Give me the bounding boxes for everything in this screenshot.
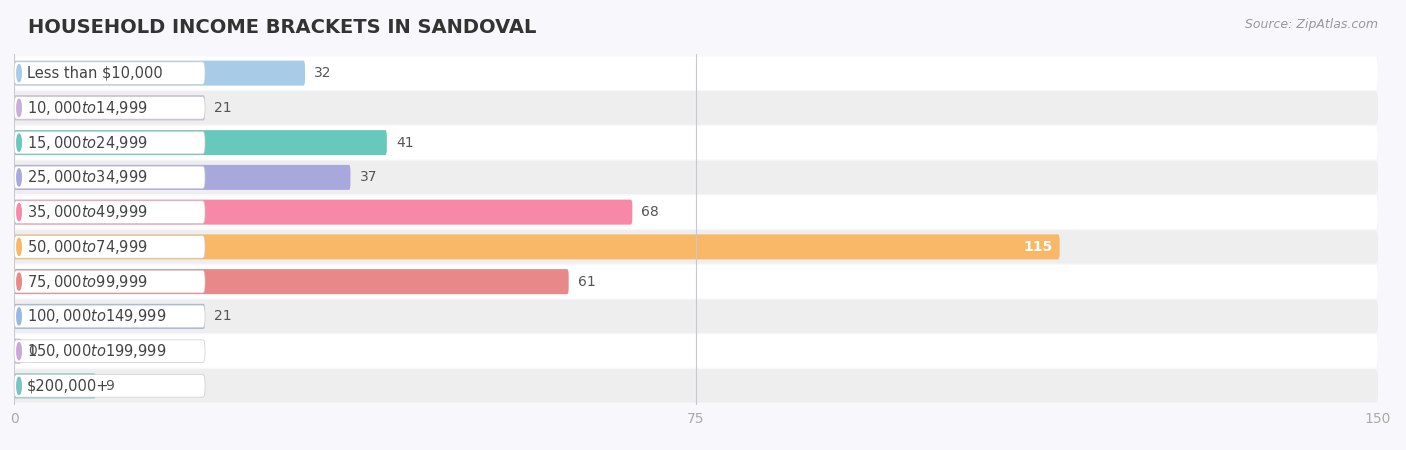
Text: 21: 21 (214, 310, 232, 324)
Circle shape (17, 99, 21, 117)
FancyBboxPatch shape (14, 230, 1378, 264)
FancyBboxPatch shape (14, 95, 205, 121)
Circle shape (17, 169, 21, 186)
Text: $35,000 to $49,999: $35,000 to $49,999 (27, 203, 148, 221)
FancyBboxPatch shape (14, 126, 1378, 159)
Text: $10,000 to $14,999: $10,000 to $14,999 (27, 99, 148, 117)
FancyBboxPatch shape (14, 62, 205, 84)
Text: $75,000 to $99,999: $75,000 to $99,999 (27, 273, 148, 291)
Circle shape (17, 273, 21, 290)
Circle shape (17, 64, 21, 81)
FancyBboxPatch shape (14, 165, 350, 190)
Text: 9: 9 (105, 379, 114, 393)
Text: 0: 0 (28, 344, 37, 358)
FancyBboxPatch shape (14, 91, 1378, 125)
FancyBboxPatch shape (14, 305, 205, 328)
Text: 21: 21 (214, 101, 232, 115)
FancyBboxPatch shape (14, 195, 1378, 229)
Circle shape (17, 203, 21, 220)
FancyBboxPatch shape (14, 61, 305, 86)
Text: 32: 32 (314, 66, 332, 80)
FancyBboxPatch shape (14, 200, 633, 225)
FancyBboxPatch shape (14, 369, 1378, 403)
FancyBboxPatch shape (14, 338, 21, 364)
FancyBboxPatch shape (14, 374, 96, 398)
FancyBboxPatch shape (14, 236, 205, 258)
FancyBboxPatch shape (14, 270, 205, 293)
FancyBboxPatch shape (14, 265, 1378, 298)
FancyBboxPatch shape (14, 97, 205, 119)
FancyBboxPatch shape (14, 334, 1378, 368)
Text: 41: 41 (396, 135, 413, 149)
FancyBboxPatch shape (14, 340, 205, 362)
Text: $150,000 to $199,999: $150,000 to $199,999 (27, 342, 166, 360)
FancyBboxPatch shape (14, 56, 1378, 90)
Text: $15,000 to $24,999: $15,000 to $24,999 (27, 134, 148, 152)
FancyBboxPatch shape (14, 130, 387, 155)
Text: $200,000+: $200,000+ (27, 378, 110, 393)
Text: $50,000 to $74,999: $50,000 to $74,999 (27, 238, 148, 256)
FancyBboxPatch shape (14, 131, 205, 154)
FancyBboxPatch shape (14, 166, 205, 189)
FancyBboxPatch shape (14, 300, 1378, 333)
FancyBboxPatch shape (14, 201, 205, 223)
Text: Less than $10,000: Less than $10,000 (27, 66, 163, 81)
Circle shape (17, 238, 21, 256)
Circle shape (17, 134, 21, 151)
FancyBboxPatch shape (14, 234, 1060, 259)
Text: $25,000 to $34,999: $25,000 to $34,999 (27, 168, 148, 186)
Text: 115: 115 (1024, 240, 1052, 254)
Circle shape (17, 308, 21, 325)
Circle shape (17, 342, 21, 360)
Text: HOUSEHOLD INCOME BRACKETS IN SANDOVAL: HOUSEHOLD INCOME BRACKETS IN SANDOVAL (28, 18, 537, 37)
Text: 68: 68 (641, 205, 659, 219)
FancyBboxPatch shape (14, 375, 205, 397)
Text: $100,000 to $149,999: $100,000 to $149,999 (27, 307, 166, 325)
FancyBboxPatch shape (14, 161, 1378, 194)
Text: 61: 61 (578, 274, 596, 288)
Circle shape (17, 378, 21, 395)
FancyBboxPatch shape (14, 304, 205, 329)
FancyBboxPatch shape (14, 269, 568, 294)
Text: 37: 37 (360, 171, 377, 184)
Text: Source: ZipAtlas.com: Source: ZipAtlas.com (1244, 18, 1378, 31)
